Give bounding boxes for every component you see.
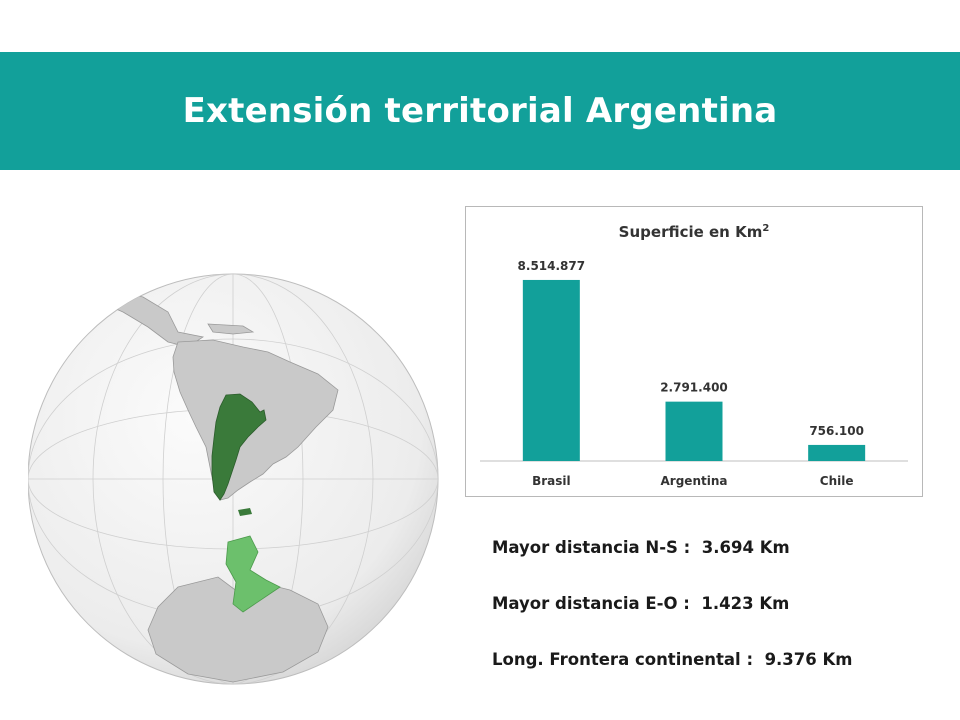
globe-illustration — [27, 273, 439, 685]
slide-title: Extensión territorial Argentina — [182, 91, 778, 131]
stat-label: Long. Frontera continental : — [492, 650, 754, 669]
title-band: Extensión territorial Argentina — [0, 52, 960, 170]
argentina-highlight — [211, 393, 267, 501]
x-tick-label-brasil: Brasil — [532, 474, 571, 488]
chart-title: Superficie en Km2 — [619, 223, 770, 241]
stat-value: 1.423 Km — [701, 594, 790, 613]
area-chart-panel: Superficie en Km2 8.514.877 Brasil 2.791.4… — [465, 206, 923, 497]
land-caribbean — [207, 323, 255, 335]
x-tick-label-argentina: Argentina — [661, 474, 728, 488]
stat-border-length: Long. Frontera continental : 9.376 Km — [492, 642, 932, 698]
stat-value: 3.694 Km — [701, 538, 790, 557]
antarctic-claim — [225, 535, 281, 613]
stat-label: Mayor distancia E-O : — [492, 594, 690, 613]
data-label-chile: 756.100 — [809, 424, 864, 438]
falkland-islands — [238, 508, 252, 516]
bar-chart: Superficie en Km2 8.514.877 Brasil 2.791.4… — [480, 223, 908, 488]
chart-title-text: Superficie en Km — [619, 223, 763, 241]
data-label-argentina: 2.791.400 — [660, 381, 728, 395]
bars-group: 8.514.877 Brasil 2.791.400 Argentina 756.100… — [518, 259, 866, 488]
bar-brasil — [522, 279, 580, 461]
x-tick-label-chile: Chile — [820, 474, 854, 488]
globe-map — [27, 242, 448, 712]
stat-eo-distance: Mayor distancia E-O : 1.423 Km — [492, 586, 932, 642]
stat-ns-distance: Mayor distancia N-S : 3.694 Km — [492, 530, 932, 586]
chart-title-superscript: 2 — [762, 223, 769, 234]
stats-list: Mayor distancia N-S : 3.694 Km Mayor dis… — [492, 530, 932, 698]
stat-label: Mayor distancia N-S : — [492, 538, 691, 557]
bar-argentina — [665, 401, 723, 461]
stat-value: 9.376 Km — [764, 650, 853, 669]
bar-chile — [808, 444, 866, 461]
data-label-brasil: 8.514.877 — [518, 259, 586, 273]
